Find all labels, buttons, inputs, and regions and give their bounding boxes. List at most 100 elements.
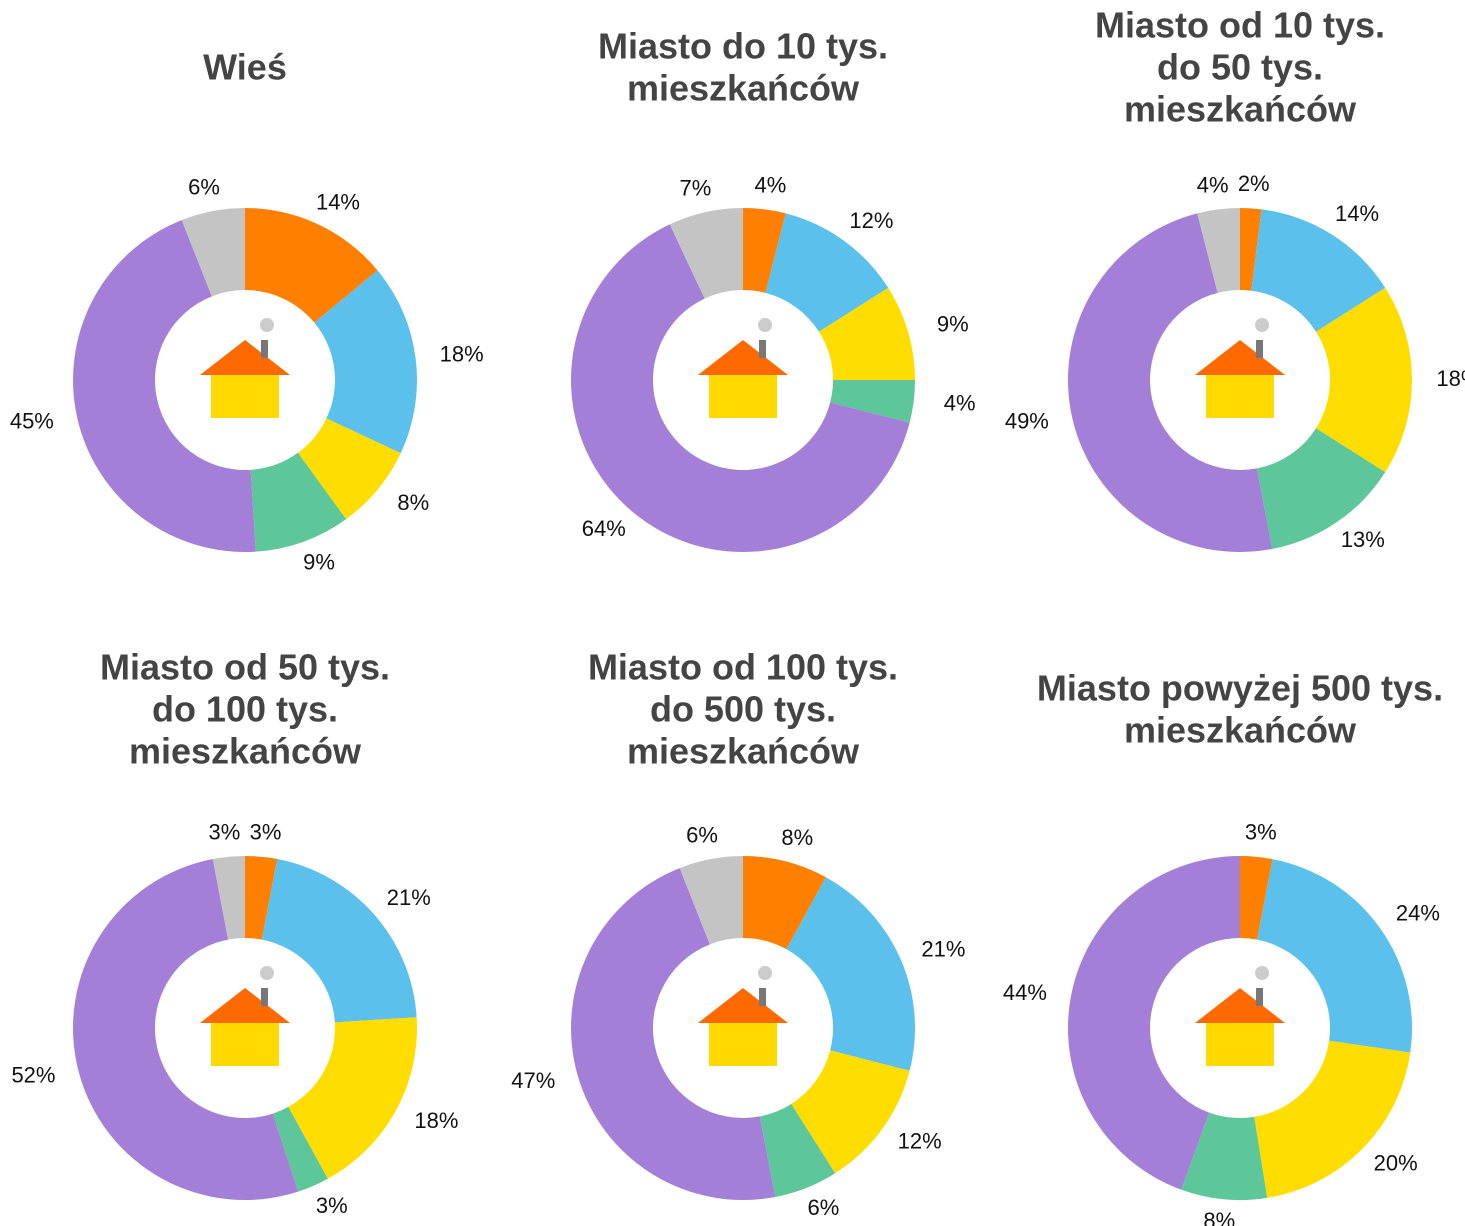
chart-title: do 500 tys. <box>650 689 836 730</box>
slice-label: 18% <box>440 341 484 366</box>
donut-slice <box>743 856 826 950</box>
slice-label: 49% <box>1005 408 1049 433</box>
slice-label: 3% <box>250 820 282 845</box>
slice-label: 21% <box>921 936 965 961</box>
chart-title: Wieś <box>203 47 287 88</box>
icon-roof <box>1195 988 1285 1023</box>
donut-slice <box>571 868 776 1200</box>
icon-chimney <box>261 340 268 358</box>
slice-label: 20% <box>1374 1151 1418 1176</box>
donut-slice <box>1251 209 1386 332</box>
slice-label: 45% <box>10 408 54 433</box>
slice-label: 12% <box>898 1128 942 1153</box>
donut-slice <box>791 1050 910 1174</box>
donut-slice <box>786 877 916 1071</box>
icon-roof <box>1195 340 1285 375</box>
donut-slice <box>72 859 299 1200</box>
chart-title: Miasto od 100 tys. <box>588 647 898 688</box>
donut-chart: Miasto do 10 tys.mieszkańców 4% 12% 9% 4% 64%… <box>570 26 976 553</box>
donut-chart: Miasto od 100 tys.do 500 tys.mieszkańców… <box>511 647 965 1221</box>
slice-label: 2% <box>1238 171 1270 196</box>
donut-slice <box>1197 208 1240 293</box>
donut-slice <box>181 208 245 297</box>
icon-smoke <box>1255 966 1269 980</box>
donut-chart: Miasto od 10 tys.do 50 tys.mieszkańców 2%… <box>1005 5 1465 553</box>
slice-label: 9% <box>303 549 335 574</box>
donut-slice <box>261 859 417 1023</box>
slice-label: 6% <box>188 174 220 199</box>
chart-title: mieszkańców <box>129 731 362 772</box>
donut-slice <box>314 270 417 454</box>
chart-title: Miasto do 10 tys. <box>598 26 888 67</box>
slice-label: 21% <box>387 885 431 910</box>
slice-label: 3% <box>1245 820 1277 845</box>
slice-label: 14% <box>316 189 360 214</box>
slice-label: 7% <box>679 176 711 201</box>
donut-slice <box>765 213 889 332</box>
donut-slice <box>679 856 743 945</box>
chart-title: do 100 tys. <box>152 689 338 730</box>
icon-chimney <box>261 988 268 1006</box>
donut-slice <box>288 1017 417 1179</box>
donut-slice <box>759 1103 836 1197</box>
icon-wall <box>1206 1018 1274 1066</box>
donut-chart: Wieś 14% 18% 8% 9% 45% 6% <box>10 47 484 575</box>
icon-roof <box>698 340 788 375</box>
slice-label: 8% <box>397 490 429 515</box>
slice-label: 18% <box>414 1108 458 1133</box>
donut-slice <box>73 220 256 552</box>
donut-slice <box>570 224 910 553</box>
donut-slice <box>1240 856 1273 940</box>
donut-slice <box>1257 859 1412 1053</box>
donut-slice <box>830 380 915 423</box>
icon-chimney <box>759 988 766 1006</box>
slice-label: 47% <box>511 1068 555 1093</box>
chart-title: mieszkańców <box>627 68 860 109</box>
icon-roof <box>200 340 290 375</box>
chart-title: Miasto powyżej 500 tys. <box>1037 668 1443 709</box>
donut-slice <box>743 208 786 293</box>
chart-title: do 50 tys. <box>1157 47 1323 88</box>
chart-title: Miasto od 10 tys. <box>1095 5 1385 46</box>
slice-label: 4% <box>754 172 786 197</box>
icon-chimney <box>1256 988 1263 1006</box>
donut-slice <box>818 287 915 380</box>
icon-wall <box>1206 370 1274 418</box>
donut-slice <box>1067 856 1240 1190</box>
slice-label: 3% <box>316 1193 348 1218</box>
icon-smoke <box>260 966 274 980</box>
slice-label: 24% <box>1396 901 1440 926</box>
chart-title: mieszkańców <box>1124 89 1357 130</box>
donut-slice <box>272 1106 328 1192</box>
slice-label: 8% <box>1203 1208 1235 1226</box>
donut-slice <box>212 856 245 940</box>
icon-roof <box>200 988 290 1023</box>
slice-label: 9% <box>937 311 969 336</box>
slice-label: 4% <box>944 390 976 415</box>
icon-smoke <box>758 966 772 980</box>
donut-slice <box>297 418 401 520</box>
chart-title: mieszkańców <box>627 731 860 772</box>
icon-smoke <box>1255 318 1269 332</box>
slice-label: 44% <box>1003 980 1047 1005</box>
slice-label: 18% <box>1436 366 1465 391</box>
icon-chimney <box>759 340 766 358</box>
slice-label: 12% <box>849 208 893 233</box>
donut-chart: Miasto powyżej 500 tys.mieszkańców 3% 24% 2… <box>1003 668 1443 1226</box>
donut-slice <box>245 208 378 323</box>
slice-label: 4% <box>1197 172 1229 197</box>
donut-slice <box>1256 428 1386 549</box>
donut-slice <box>1181 1112 1268 1200</box>
donut-slice <box>250 452 347 552</box>
icon-chimney <box>1256 340 1263 358</box>
donut-slice <box>1315 287 1412 473</box>
slice-label: 64% <box>582 516 626 541</box>
slice-label: 6% <box>686 822 718 847</box>
slice-label: 3% <box>209 820 241 845</box>
icon-wall <box>211 1018 279 1066</box>
chart-title: mieszkańców <box>1124 710 1357 751</box>
icon-roof <box>698 988 788 1023</box>
icon-smoke <box>758 318 772 332</box>
donut-slice <box>1240 208 1262 291</box>
